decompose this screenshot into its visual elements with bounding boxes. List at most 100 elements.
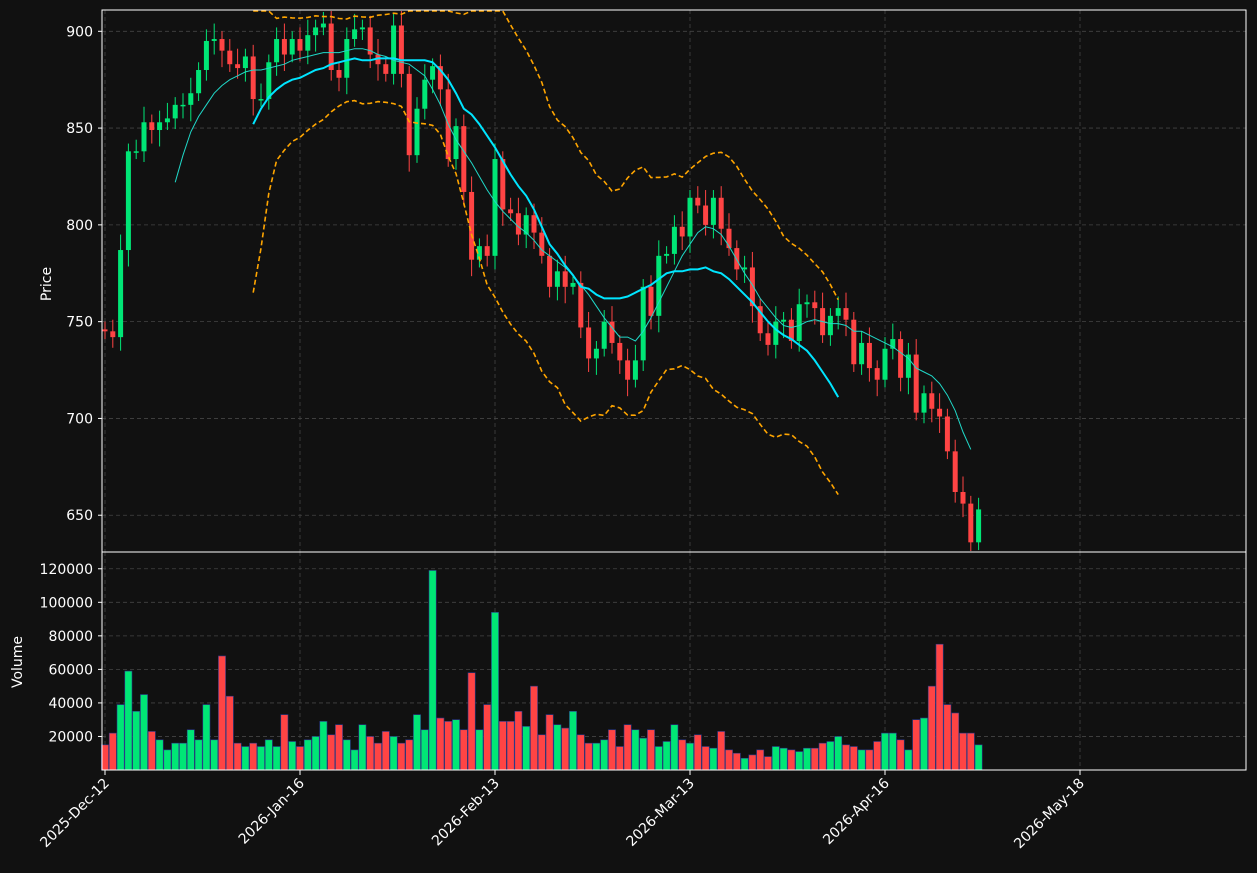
volume-y-tick-label: 20000 [48,729,93,745]
volume-bar [420,729,429,771]
volume-bar [459,729,468,771]
candle-body [305,35,311,51]
candle-body [469,191,475,260]
candle-body [874,368,880,380]
candle-body [118,250,124,338]
volume-bar [966,732,975,771]
candle-body [905,354,911,378]
volume-bar [959,732,967,771]
candle-body [250,56,256,100]
volume-bar [233,742,242,771]
volume-bar [935,643,944,771]
candle-body [313,27,319,36]
candle-body [944,416,950,452]
volume-bar [795,751,804,771]
candle-body [547,255,553,287]
candle-body [523,215,529,235]
candle-body [500,159,506,210]
candle-body [188,93,194,105]
volume-bar [631,729,640,771]
candle-body [757,306,763,334]
volume-bar [264,739,273,771]
candle-body [913,354,919,413]
volume-bar [771,746,780,771]
candle-body [203,40,209,71]
volume-bar [553,724,562,771]
candle-body [453,126,459,160]
volume-bar [241,746,250,771]
volume-bar [319,721,328,771]
candle-body [219,39,225,51]
volume-bar [810,747,819,771]
volume-bar [920,717,928,771]
volume-bar [405,739,414,771]
candle-body [788,319,794,342]
volume-bar [912,719,921,771]
volume-bar [483,704,492,771]
candle-body [266,62,272,100]
candle-body [515,213,521,235]
candle-body [531,215,537,233]
volume-bar [366,736,375,771]
candle-body [164,118,170,123]
volume-gridlines [102,552,1246,770]
candle-body [242,56,248,69]
candle-body [211,39,217,41]
volume-bar [272,746,281,771]
candle-body [726,228,732,249]
volume-y-tick-label: 100000 [40,595,93,611]
candle-body [289,39,295,55]
volume-bar [537,734,546,771]
volume-bar [732,752,741,771]
candle-body [952,451,958,492]
volume-bar [740,757,749,771]
volume-bar [280,714,289,771]
candle-body [929,393,935,409]
candle-body [625,360,631,380]
candle-body [695,197,701,206]
candle-body [804,302,810,305]
volume-bar [428,570,437,771]
volume-bar [974,744,983,771]
candle-body [430,66,436,80]
price-y-tick-label: 900 [66,24,93,40]
lower-band-line [252,99,839,496]
volume-bar [186,729,195,771]
volume-bar [218,655,226,771]
volume-bar [943,704,952,771]
volume-bar [358,724,367,771]
volume-bar [569,711,577,771]
candle-body [866,342,872,369]
volume-bar [194,739,203,771]
candle-body [406,73,412,156]
candle-body [110,331,116,338]
volume-bar [327,734,336,771]
volume-bar [179,742,187,771]
volume-bar [413,714,421,771]
volume-bar [818,742,827,771]
price-y-tick-labels: 650 700 750 800 850 900 [66,24,102,524]
price-y-tick-label: 700 [66,411,93,427]
volume-bar [147,731,156,771]
candle-body [539,232,545,256]
candle-body [921,393,927,413]
candle-body [102,329,108,332]
candle-body [765,333,771,345]
candle-body [843,308,849,320]
candle-body [812,302,818,309]
volume-bar [709,747,718,771]
candle-body [508,209,514,214]
volume-bar [475,729,484,771]
candle-body [398,25,404,74]
candle-body [391,25,397,74]
candle-body [968,503,974,543]
volume-bar [210,739,219,771]
candle-body [835,308,841,316]
volume-bar [764,756,772,771]
volume-bar [849,746,858,771]
candle-body [367,27,373,55]
volume-bar [545,714,554,771]
volume-bar [623,724,632,771]
volume-bar [584,742,593,771]
candle-body [742,267,748,270]
